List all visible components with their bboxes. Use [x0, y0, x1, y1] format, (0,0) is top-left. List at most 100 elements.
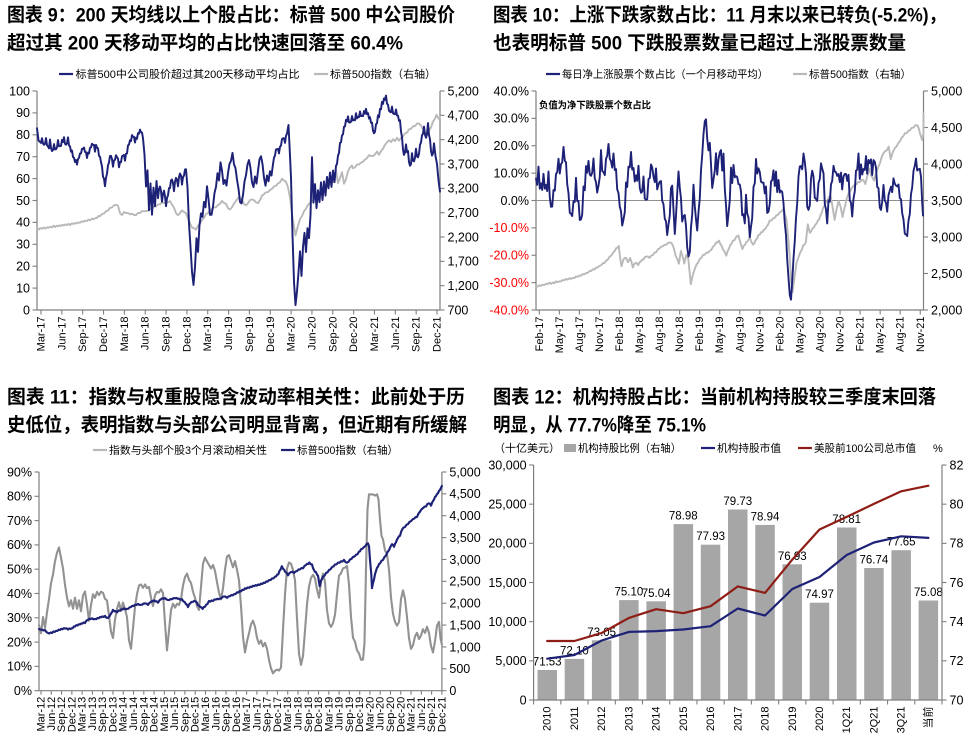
svg-text:Jun-20: Jun-20 — [375, 697, 387, 731]
svg-text:15,000: 15,000 — [488, 576, 526, 590]
svg-text:Nov-18: Nov-18 — [674, 317, 686, 352]
svg-text:78: 78 — [950, 537, 964, 551]
svg-text:10,000: 10,000 — [488, 615, 526, 629]
svg-text:Sep-20: Sep-20 — [327, 317, 339, 352]
svg-text:Sep-19: Sep-19 — [344, 697, 356, 732]
svg-text:Aug-20: Aug-20 — [815, 317, 827, 352]
svg-text:Jun-18: Jun-18 — [293, 697, 305, 731]
svg-text:Mar-18: Mar-18 — [119, 317, 131, 352]
svg-text:2,200: 2,200 — [448, 230, 479, 244]
svg-text:700: 700 — [448, 303, 469, 317]
svg-text:Mar-17: Mar-17 — [241, 697, 253, 732]
svg-text:10: 10 — [16, 281, 30, 295]
svg-text:50: 50 — [16, 194, 30, 208]
svg-text:Jun-15: Jun-15 — [169, 697, 181, 731]
svg-text:Jun-14: Jun-14 — [128, 697, 140, 731]
svg-text:图表 9：200 天均线以上个股占比：标普 500 中公司股: 图表 9：200 天均线以上个股占比：标普 500 中公司股价 — [7, 0, 455, 28]
svg-text:20%: 20% — [7, 635, 32, 649]
svg-text:40%: 40% — [7, 587, 32, 601]
svg-text:Jun-20: Jun-20 — [306, 317, 318, 351]
svg-text:-10.0%: -10.0% — [489, 221, 529, 235]
svg-text:Jun-16: Jun-16 — [210, 697, 222, 731]
svg-text:40: 40 — [16, 216, 30, 230]
svg-text:Sep-17: Sep-17 — [262, 697, 274, 732]
svg-text:Aug-17: Aug-17 — [574, 317, 586, 352]
svg-text:2012: 2012 — [596, 707, 608, 731]
svg-text:Feb-19: Feb-19 — [694, 317, 706, 352]
svg-text:May-21: May-21 — [875, 317, 887, 354]
svg-text:75.10: 75.10 — [615, 587, 644, 599]
svg-text:当前: 当前 — [920, 707, 936, 729]
svg-text:2014: 2014 — [651, 707, 663, 731]
svg-text:Dec-12: Dec-12 — [66, 697, 78, 732]
svg-text:3,000: 3,000 — [449, 553, 480, 567]
svg-text:2016: 2016 — [705, 707, 717, 731]
svg-text:Jun-21: Jun-21 — [416, 697, 428, 731]
svg-text:72: 72 — [950, 654, 964, 668]
svg-text:Sep-13: Sep-13 — [97, 697, 109, 732]
svg-text:2011: 2011 — [569, 707, 581, 731]
svg-text:Dec-14: Dec-14 — [149, 697, 161, 732]
svg-text:0: 0 — [23, 303, 30, 317]
svg-text:Mar-19: Mar-19 — [202, 317, 214, 352]
svg-text:Sep-20: Sep-20 — [385, 697, 397, 732]
svg-text:77.65: 77.65 — [887, 537, 916, 549]
svg-text:Jun-21: Jun-21 — [390, 317, 402, 351]
svg-text:Dec-19: Dec-19 — [265, 317, 277, 352]
svg-text:78.98: 78.98 — [669, 511, 698, 523]
svg-text:10%: 10% — [7, 660, 32, 674]
svg-text:1,200: 1,200 — [448, 279, 479, 293]
svg-text:5,000: 5,000 — [931, 84, 962, 98]
svg-text:负值为净下跌股票个数占比: 负值为净下跌股票个数占比 — [539, 97, 651, 112]
svg-text:Sep-12: Sep-12 — [56, 697, 68, 732]
svg-text:-30.0%: -30.0% — [489, 276, 529, 290]
svg-text:0.0%: 0.0% — [501, 194, 530, 208]
svg-text:机构持股市值: 机构持股市值 — [717, 440, 781, 456]
svg-text:史低位，表明指数与头部公司明显背离，但近期有所缓解: 史低位，表明指数与头部公司明显背离，但近期有所缓解 — [7, 409, 467, 438]
svg-text:2,000: 2,000 — [449, 597, 480, 611]
svg-text:1Q21: 1Q21 — [841, 707, 853, 734]
svg-text:50%: 50% — [7, 563, 32, 577]
svg-text:10.0%: 10.0% — [494, 166, 529, 180]
svg-text:1,500: 1,500 — [449, 618, 480, 632]
svg-text:3Q21: 3Q21 — [896, 707, 908, 734]
svg-text:80%: 80% — [7, 490, 32, 504]
svg-text:Aug-21: Aug-21 — [895, 317, 907, 352]
svg-text:Dec-20: Dec-20 — [395, 697, 407, 732]
svg-text:%: % — [933, 443, 943, 455]
svg-text:Jun-13: Jun-13 — [87, 697, 99, 731]
svg-text:25,000: 25,000 — [488, 497, 526, 511]
svg-text:Mar-19: Mar-19 — [323, 697, 335, 732]
svg-text:2,500: 2,500 — [449, 575, 480, 589]
svg-text:40.0%: 40.0% — [494, 84, 529, 98]
svg-text:也表明标普 500 下跌股票数量已超过上涨股票数量: 也表明标普 500 下跌股票数量已超过上涨股票数量 — [493, 27, 906, 56]
svg-text:Dec-18: Dec-18 — [313, 697, 325, 732]
svg-text:2,700: 2,700 — [448, 206, 479, 220]
svg-text:1,700: 1,700 — [448, 255, 479, 269]
svg-text:Dec-13: Dec-13 — [108, 697, 120, 732]
svg-text:2017: 2017 — [732, 707, 744, 731]
svg-text:Dec-19: Dec-19 — [354, 697, 366, 732]
svg-text:79.73: 79.73 — [723, 496, 752, 508]
svg-text:2,500: 2,500 — [931, 267, 962, 281]
svg-text:Mar-12: Mar-12 — [36, 697, 48, 732]
svg-text:Sep-19: Sep-19 — [244, 317, 256, 352]
svg-text:Nov-20: Nov-20 — [835, 317, 847, 352]
svg-text:标普500指数（右轴）: 标普500指数（右轴） — [297, 442, 398, 458]
svg-text:Mar-15: Mar-15 — [159, 697, 171, 732]
svg-text:Dec-21: Dec-21 — [436, 697, 448, 732]
svg-text:30.0%: 30.0% — [494, 112, 529, 126]
svg-text:4,000: 4,000 — [449, 509, 480, 523]
svg-text:2,000: 2,000 — [931, 303, 962, 317]
svg-text:标普500中公司股价超过其200天移动平均占比: 标普500中公司股价超过其200天移动平均占比 — [76, 66, 300, 82]
svg-text:May-17: May-17 — [554, 317, 566, 354]
svg-text:Sep-18: Sep-18 — [161, 317, 173, 352]
svg-text:Aug-19: Aug-19 — [734, 317, 746, 352]
svg-text:71.53: 71.53 — [533, 657, 562, 669]
svg-text:3,500: 3,500 — [931, 194, 962, 208]
svg-text:78.94: 78.94 — [751, 511, 780, 523]
svg-text:20.0%: 20.0% — [494, 139, 529, 153]
svg-text:May-18: May-18 — [634, 317, 646, 354]
svg-text:75.04: 75.04 — [642, 588, 671, 600]
svg-text:74: 74 — [950, 615, 964, 629]
